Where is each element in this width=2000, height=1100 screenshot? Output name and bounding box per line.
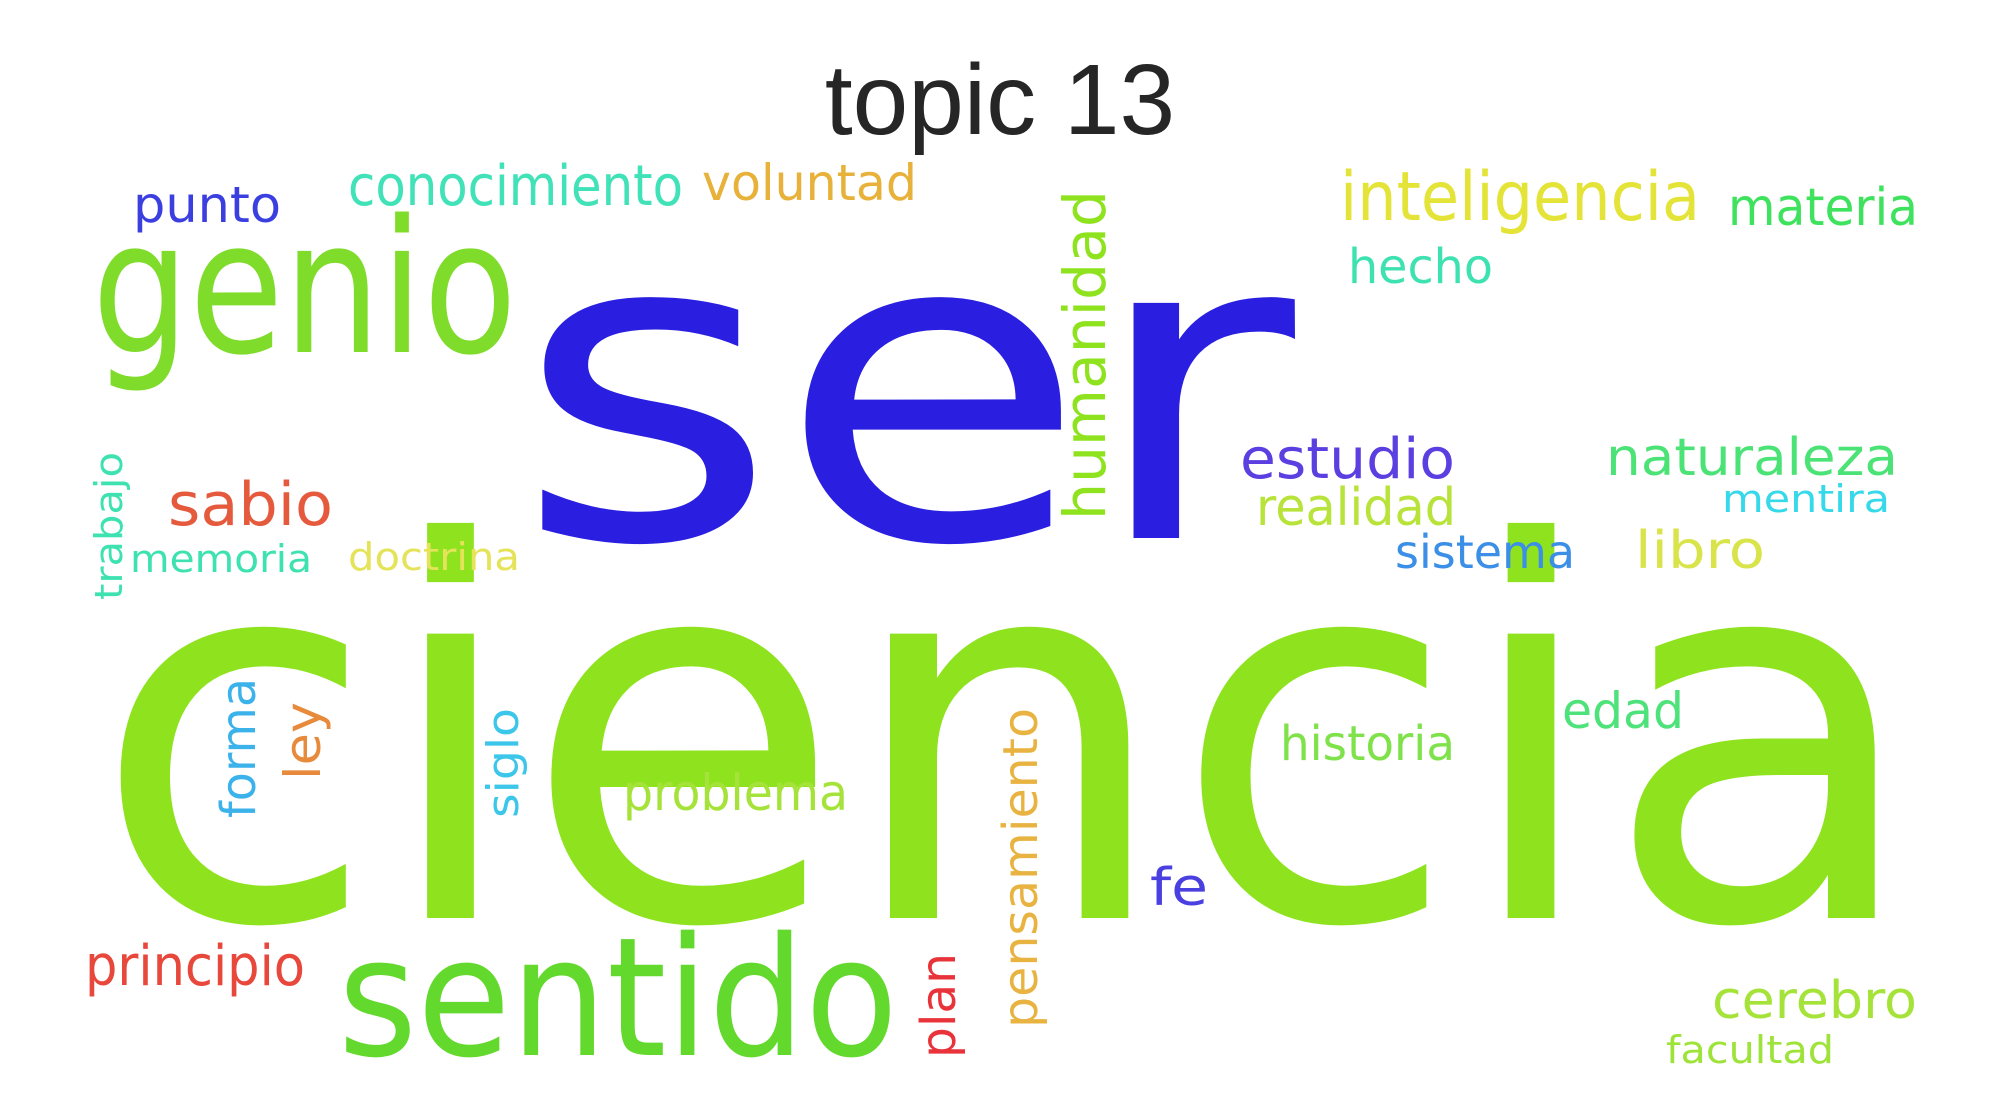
word-doctrina: doctrina (348, 535, 520, 579)
word-inteligencia: inteligencia (1340, 158, 1700, 237)
word-genio: genio (92, 180, 517, 396)
word-siglo: siglo (478, 708, 529, 818)
word-edad: edad (1562, 682, 1684, 740)
word-ser: ser (515, 140, 1300, 640)
word-humanidad: humanidad (1051, 190, 1119, 520)
word-materia: materia (1728, 178, 1918, 238)
word-sistema: sistema (1395, 525, 1575, 579)
word-cerebro: cerebro (1712, 971, 1917, 1031)
word-voluntad: voluntad (702, 154, 917, 212)
word-ciencia: ciencia (92, 435, 1922, 1041)
word-trabajo: trabajo (87, 452, 131, 600)
word-estudio: estudio (1240, 427, 1455, 492)
word-memoria: memoria (130, 537, 312, 581)
word-plan: plan (911, 953, 967, 1058)
word-problema: problema (623, 764, 848, 822)
word-facultad: facultad (1666, 1028, 1834, 1072)
word-libro: libro (1635, 521, 1765, 581)
word-sabio: sabio (168, 470, 333, 540)
word-sentido: sentido (338, 902, 898, 1094)
word-pensamiento: pensamiento (993, 708, 1049, 1028)
word-fe: fe (1150, 858, 1208, 918)
chart-title: topic 13 (824, 44, 1176, 156)
word-hecho: hecho (1348, 239, 1493, 295)
word-mentira: mentira (1722, 477, 1890, 521)
word-principio: principio (85, 934, 305, 999)
word-realidad: realidad (1256, 478, 1456, 538)
word-forma: forma (211, 678, 267, 818)
word-ley: ley (274, 702, 332, 780)
word-historia: historia (1280, 716, 1455, 772)
word-punto: punto (133, 176, 281, 234)
word-naturaleza: naturaleza (1606, 428, 1898, 488)
word-conocimiento: conocimiento (348, 154, 683, 219)
